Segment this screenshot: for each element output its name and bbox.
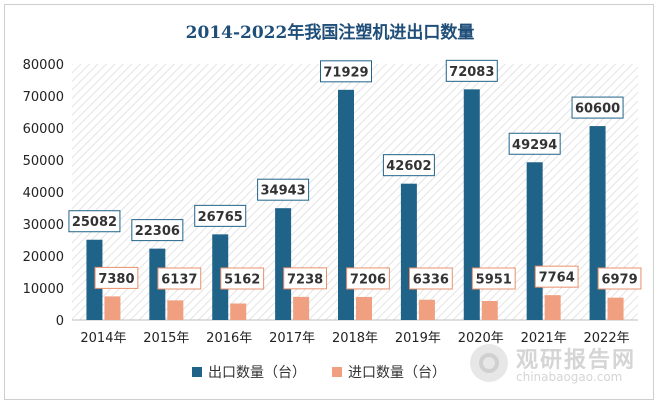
bar-import [230,303,247,320]
data-label-export: 34943 [260,184,305,199]
data-label-box-export [508,132,561,155]
data-label-box-export [320,60,372,83]
data-label-box-export [257,178,310,201]
legend-swatch-export [192,367,202,377]
y-tick-label: 60000 [23,122,64,137]
x-tick-label: 2022年 [584,331,630,346]
data-label-export: 72083 [449,65,494,80]
bar-import [104,296,121,320]
data-label-export: 49294 [512,138,557,153]
watermark-name: 观研报告网 [516,348,637,373]
y-tick-label: 20000 [23,250,64,265]
data-label-box-import [283,267,328,290]
data-label-export: 71929 [323,65,368,80]
data-label-export: 25082 [72,215,117,230]
x-axis: 2014年 2015年 2016年 2017年 2018年 2019年 2020年 2021年… [72,319,638,346]
data-label-box-import [220,267,265,290]
x-tick-label: 2020年 [458,331,504,346]
y-tick-label: 10000 [23,282,64,297]
x-tick-label: 2015年 [143,331,189,346]
y-tick-label: 40000 [23,186,64,201]
bar-import [481,300,498,320]
legend-swatch-import [332,367,342,377]
legend-item-import: 进口数量（台） [332,362,446,382]
watermark: 观研报告网 chinabaogao.com [470,340,648,390]
data-label-box-export [445,59,498,82]
bars [86,89,624,320]
x-tick-label: 2016年 [206,331,252,346]
y-tick-label: 50000 [23,154,64,169]
data-label-export: 26765 [198,210,243,225]
legend-item-export: 出口数量（台） [192,362,306,382]
x-tick-label: 2018年 [332,331,378,346]
data-label-box-import [346,267,390,290]
data-label-box-import [471,267,516,290]
data-label-box-export [382,154,435,177]
data-label-import: 6979 [601,273,637,288]
bar-export [275,208,292,320]
data-label-import: 7206 [350,272,386,287]
data-label-import: 6137 [161,273,197,288]
bar-export [338,89,354,320]
bar-export [589,126,606,320]
y-tick-label: 80000 [23,58,64,73]
data-labels: 25082 7380 22306 6137 26765 5162 34943 7238 7192… [68,59,642,290]
data-label-import: 5162 [224,273,260,288]
legend-label-export: 出口数量（台） [208,365,306,381]
data-label-box-import [94,266,139,289]
data-label-import: 5951 [476,273,512,288]
data-label-box-export [571,96,624,119]
data-label-box-export [194,204,247,227]
bar-import [418,299,435,320]
bar-import [544,295,561,320]
bar-export [463,89,480,320]
data-label-export: 22306 [135,224,180,239]
bar-export [526,162,543,320]
data-label-export: 42602 [386,159,431,174]
legend: 出口数量（台） 进口数量（台） [192,362,446,382]
x-tick-label: 2017年 [269,331,315,346]
data-label-box-export [131,219,184,242]
x-tick-label: 2014年 [80,331,126,346]
y-tick-label: 30000 [23,218,64,233]
bar-import [356,296,372,320]
data-label-box-import [534,265,579,288]
data-label-box-export [68,210,121,233]
data-label-import: 7238 [287,272,323,287]
x-tick-label: 2019年 [395,331,441,346]
bar-export [149,248,166,320]
y-axis: 0 10000 20000 30000 40000 50000 60000 70000 8000… [23,58,64,329]
y-tick-label: 70000 [23,90,64,105]
bar-export [212,234,229,320]
watermark-url: chinabaogao.com [516,370,623,384]
data-label-box-import [408,267,453,290]
bar-import [293,296,310,320]
data-label-export: 60600 [575,102,620,117]
x-tick-label: 2021年 [521,331,567,346]
bar-import [167,300,184,320]
bar-export [86,239,103,320]
legend-label-import: 进口数量（台） [348,365,446,381]
data-label-import: 6336 [413,273,449,288]
data-label-box-import [597,267,642,290]
watermark-logo-icon [470,344,508,382]
y-tick-label: 0 [56,314,64,329]
bar-export [400,183,417,320]
data-label-box-import [157,267,202,290]
data-label-import: 7380 [98,272,134,287]
data-label-import: 7764 [539,271,575,286]
bar-import [607,297,624,320]
chart-title: 2014-2022年我国注塑机进出口数量 [185,23,475,43]
